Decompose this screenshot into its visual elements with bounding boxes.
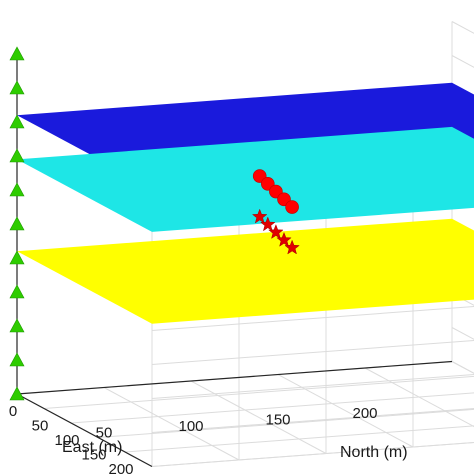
x-axis-label: East (m) [62, 439, 122, 456]
axis-line [16, 393, 153, 468]
y-tick-label: 200 [352, 405, 377, 422]
x-tick-label: 200 [108, 461, 133, 474]
grid-line [151, 441, 474, 467]
data-point-triangle [9, 114, 25, 129]
grid-line [190, 380, 327, 454]
x-tick-label: 0 [9, 403, 17, 420]
grid-line [451, 361, 474, 374]
data-point-circle [285, 200, 299, 214]
grid-line [364, 367, 474, 428]
surface-planes [17, 82, 474, 324]
grid-line [124, 425, 474, 453]
x-tick-label: 50 [32, 418, 49, 435]
data-markers [9, 46, 300, 401]
data-point-triangle [9, 216, 25, 231]
grid-line [70, 392, 474, 424]
y-tick-label: 150 [265, 412, 290, 429]
grid-line [277, 374, 414, 448]
data-point-star [276, 231, 292, 247]
data-point-triangle [9, 80, 25, 95]
grid-line [97, 408, 474, 438]
grid-line [151, 407, 474, 433]
x-tick-label: 150 [81, 447, 106, 464]
data-point-triangle [9, 182, 25, 197]
data-point-triangle [9, 148, 25, 163]
data-point-triangle [9, 352, 25, 367]
data-point-star [284, 239, 300, 255]
axis-line [16, 360, 453, 395]
data-point-triangle [9, 386, 25, 401]
data-point-triangle [9, 318, 25, 333]
surface-plane [17, 218, 474, 324]
y-tick-label: 50 [96, 425, 113, 442]
data-point-star [251, 208, 268, 224]
surface-plane [17, 126, 474, 232]
data-point-star [268, 224, 284, 239]
tick-labels: 05010015020025050100150200 [9, 403, 378, 474]
y-axis-label: North (m) [340, 444, 408, 461]
y-tick-label: 100 [178, 418, 203, 435]
data-point-triangle [9, 284, 25, 299]
grid-line [103, 387, 240, 461]
data-point-triangle [9, 46, 25, 61]
grid-line [451, 361, 474, 374]
data-point-star [260, 216, 276, 232]
x-tick-label: 100 [54, 432, 79, 449]
grid-line [43, 375, 474, 409]
grid-line [151, 339, 474, 365]
grid-line [151, 305, 474, 331]
data-point-triangle [9, 250, 25, 265]
grid-line [151, 373, 474, 399]
